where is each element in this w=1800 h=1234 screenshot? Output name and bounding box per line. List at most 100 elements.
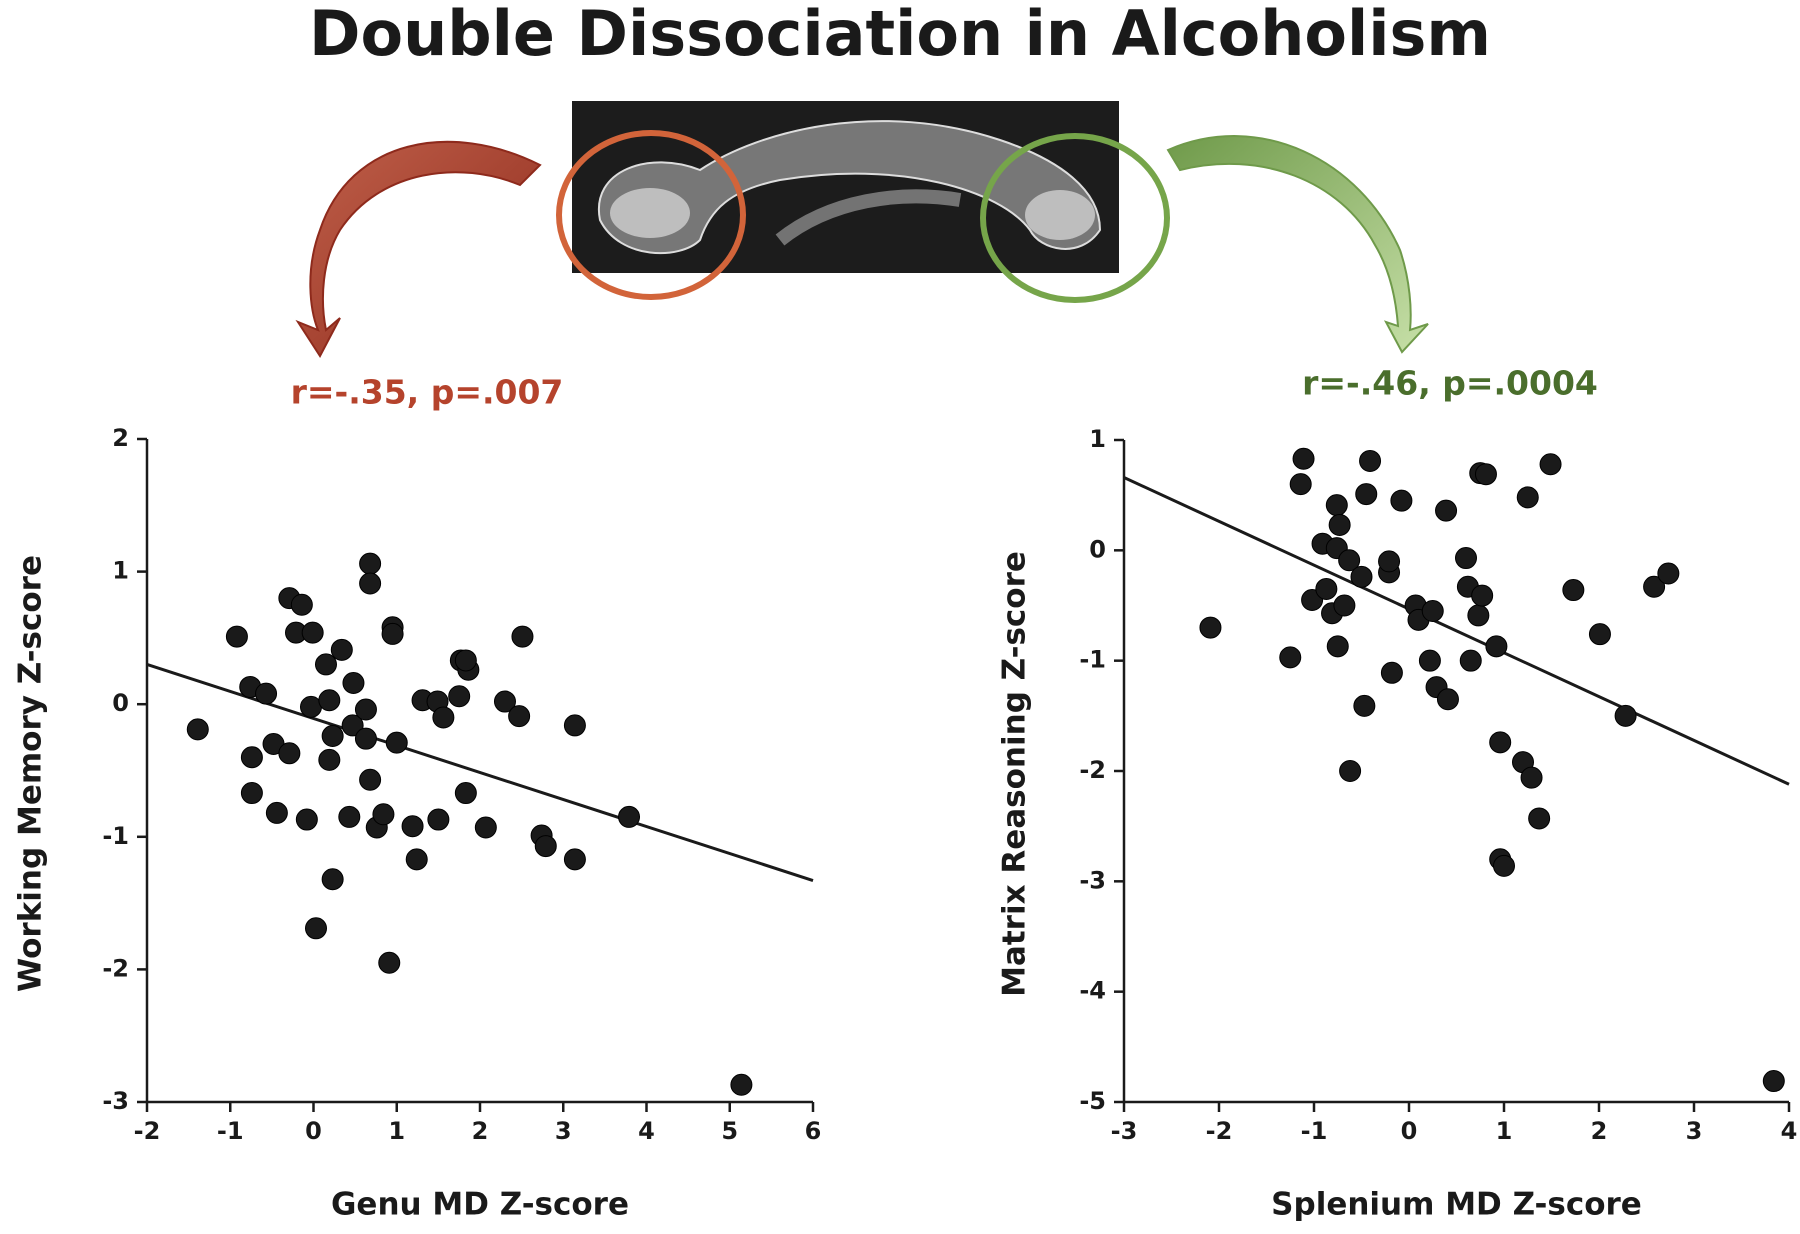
point — [1455, 547, 1477, 570]
point — [1762, 1070, 1785, 1093]
x-tick-label: 4 — [638, 1117, 655, 1145]
point — [354, 698, 377, 721]
point — [1588, 623, 1611, 646]
point — [1325, 494, 1348, 517]
y-tick-label: -5 — [1079, 1087, 1106, 1115]
point — [1436, 688, 1459, 711]
y-tick-label: -3 — [1079, 866, 1106, 894]
point — [321, 725, 344, 748]
point — [618, 805, 641, 828]
x-axis-label: Splenium MD Z-score — [1271, 1187, 1642, 1223]
point — [1355, 483, 1378, 506]
figure-title: Double Dissociation in Alcoholism — [309, 0, 1491, 70]
point — [240, 782, 263, 805]
y-tick-label: -1 — [102, 822, 129, 850]
point — [342, 671, 365, 694]
point — [1489, 731, 1512, 754]
point — [290, 593, 313, 616]
point — [1467, 604, 1490, 627]
point — [1471, 584, 1494, 607]
point — [265, 801, 288, 824]
point — [1474, 463, 1497, 486]
point — [1485, 635, 1508, 658]
point — [278, 742, 301, 765]
point — [295, 808, 318, 831]
point — [563, 848, 586, 871]
point — [493, 690, 516, 713]
point — [534, 835, 557, 858]
x-tick-label: -1 — [1301, 1117, 1328, 1145]
point — [1353, 694, 1376, 717]
point — [1562, 579, 1585, 602]
point — [1339, 760, 1362, 782]
point — [1378, 550, 1401, 573]
point — [1614, 704, 1637, 727]
x-tick-label: 4 — [1781, 1117, 1798, 1145]
x-tick-label: 0 — [305, 1117, 322, 1145]
point — [301, 621, 324, 644]
y-tick-label: 1 — [112, 557, 129, 585]
point — [474, 816, 497, 839]
point — [1380, 661, 1403, 684]
x-tick-label: 3 — [1686, 1117, 1703, 1145]
point — [448, 685, 471, 708]
x-tick-label: -1 — [217, 1117, 244, 1145]
y-tick-label: 0 — [1089, 535, 1106, 563]
x-tick-label: 2 — [1591, 1117, 1608, 1145]
point — [730, 1073, 753, 1096]
y-tick-label: -3 — [102, 1087, 129, 1115]
point — [255, 682, 278, 705]
y-tick-label: -4 — [1079, 977, 1106, 1005]
y-tick-label: -2 — [1079, 756, 1106, 784]
point — [330, 638, 353, 661]
point — [432, 706, 455, 729]
y-tick-label: -1 — [1079, 646, 1106, 674]
x-tick-label: 0 — [1401, 1117, 1418, 1145]
trend-line — [1123, 476, 1790, 786]
point — [1333, 594, 1356, 617]
point — [1539, 453, 1562, 476]
point — [1350, 565, 1373, 588]
point — [381, 622, 404, 645]
x-axis-label: Genu MD Z-score — [331, 1187, 629, 1223]
point — [1528, 807, 1551, 830]
point — [1315, 577, 1338, 600]
left-arrow — [295, 140, 542, 358]
point — [563, 714, 586, 737]
brain-image — [556, 101, 1170, 303]
point — [385, 731, 408, 754]
point — [1643, 575, 1666, 598]
point — [304, 917, 327, 940]
point — [1326, 635, 1349, 658]
annotation: r=-.35, p=.007 — [291, 373, 564, 412]
y-tick-label: 0 — [112, 689, 129, 717]
right-arrow — [1166, 135, 1429, 354]
point — [186, 718, 209, 741]
point — [1421, 600, 1444, 623]
point — [1520, 766, 1543, 789]
point — [372, 803, 395, 826]
point — [1328, 513, 1351, 536]
point — [318, 689, 341, 712]
point — [318, 748, 341, 771]
y-axis-label: Matrix Reasoning Z-score — [997, 551, 1033, 997]
y-axis-label: Working Memory Z-score — [13, 555, 49, 992]
point — [338, 805, 361, 828]
point — [240, 746, 263, 769]
point — [454, 649, 477, 672]
point — [359, 552, 382, 575]
point — [321, 868, 344, 891]
annotation: r=-.46, p=.0004 — [1302, 364, 1598, 403]
x-tick-label: -2 — [1206, 1117, 1233, 1145]
x-tick-label: -2 — [134, 1117, 161, 1145]
point — [511, 625, 534, 648]
point — [1292, 447, 1315, 470]
point — [359, 572, 382, 595]
point — [427, 808, 450, 831]
y-tick-label: 1 — [1089, 425, 1106, 453]
y-tick-label: 2 — [112, 424, 129, 452]
x-tick-label: 1 — [388, 1117, 405, 1145]
point — [1279, 646, 1302, 669]
point — [1493, 854, 1515, 877]
